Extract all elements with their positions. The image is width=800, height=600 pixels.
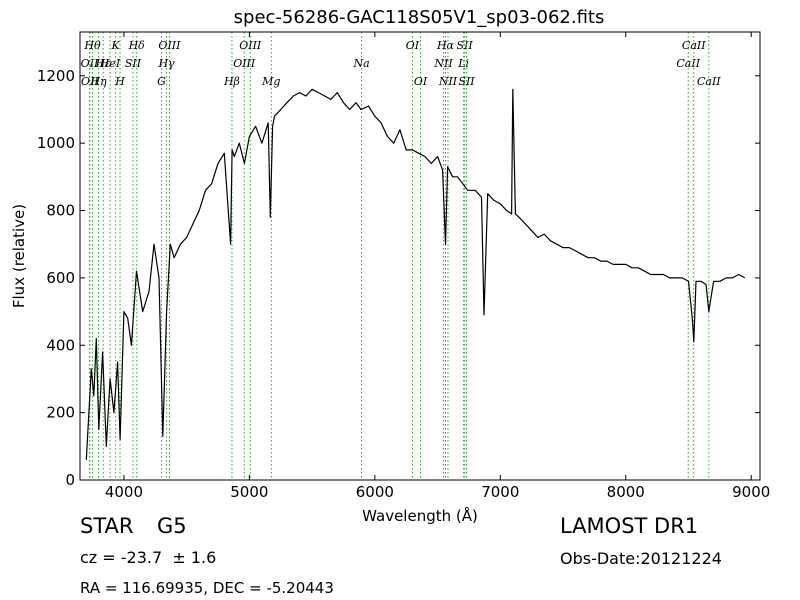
line-label-15: OIII [239, 39, 262, 52]
spectral-line-markers: OIIOIIHθHηHεHeIKHSIIHδGHγOIIIHβOIIIOIIIM… [81, 32, 721, 480]
line-label-28: CaII [697, 75, 721, 88]
line-label-11: Hγ [157, 57, 175, 70]
x-tick-label-1: 5000 [230, 483, 268, 501]
axis-ticks: 4000 5000 6000 7000 8000 9000 0 200 400 600 800 100… [37, 32, 770, 501]
y-tick-label-1: 200 [46, 404, 75, 422]
line-label-12: OIII [158, 39, 181, 52]
line-label-24: SII [457, 39, 474, 52]
survey-name: LAMOST DR1 [560, 514, 699, 538]
line-label-18: OI [406, 39, 420, 52]
line-label-0: OII [81, 57, 99, 70]
line-label-6: K [111, 39, 121, 52]
line-label-10: G [157, 75, 166, 88]
x-tick-label-2: 6000 [356, 483, 394, 501]
line-label-17: Na [352, 57, 369, 70]
line-label-19: OI [414, 75, 428, 88]
line-label-20: NII [433, 57, 453, 70]
line-label-1: OII [81, 75, 99, 88]
y-tick-label-2: 400 [46, 336, 75, 354]
line-label-5: HeI [99, 57, 121, 70]
line-label-26: CaII [676, 57, 700, 70]
y-tick-label-3: 600 [46, 269, 75, 287]
line-label-2: Hθ [83, 39, 101, 52]
y-axis-label: Flux (relative) [10, 204, 28, 308]
line-label-23: Li [457, 57, 469, 70]
y-tick-label-6: 1200 [37, 67, 75, 85]
redshift-readout: cz = -23.7 ± 1.6 [80, 548, 217, 567]
y-tick-label-4: 800 [46, 202, 75, 220]
line-label-8: SII [125, 57, 142, 70]
y-tick-label-0: 0 [65, 471, 75, 489]
line-label-22: NII [438, 75, 458, 88]
line-label-14: OIII [233, 57, 256, 70]
line-label-9: Hδ [128, 39, 146, 52]
y-tick-label-5: 1000 [37, 134, 75, 152]
x-tick-label-3: 7000 [481, 483, 519, 501]
x-tick-label-5: 9000 [732, 483, 770, 501]
line-label-13: Hβ [223, 75, 240, 88]
coordinates-readout: RA = 116.69935, DEC = -5.20443 [80, 579, 334, 597]
x-tick-label-0: 4000 [105, 483, 143, 501]
line-label-25: SII [458, 75, 475, 88]
chart-title: spec-56286-GAC118S05V1_sp03-062.fits [234, 7, 605, 28]
observation-date: Obs-Date:20121224 [560, 549, 722, 568]
plot-frame [79, 31, 761, 481]
line-label-27: CaII [682, 39, 706, 52]
line-label-16: Mg [261, 75, 280, 88]
line-label-3: Hη [89, 75, 107, 88]
object-class: STAR [80, 514, 134, 538]
object-subclass: G5 [157, 514, 187, 538]
line-label-7: H [114, 75, 125, 88]
line-label-21: Hα [436, 39, 455, 52]
x-tick-label-4: 8000 [607, 483, 645, 501]
line-label-4: Hε [94, 57, 111, 70]
x-axis-label: Wavelength (Å) [362, 506, 478, 525]
spectrum-line [85, 88, 746, 460]
